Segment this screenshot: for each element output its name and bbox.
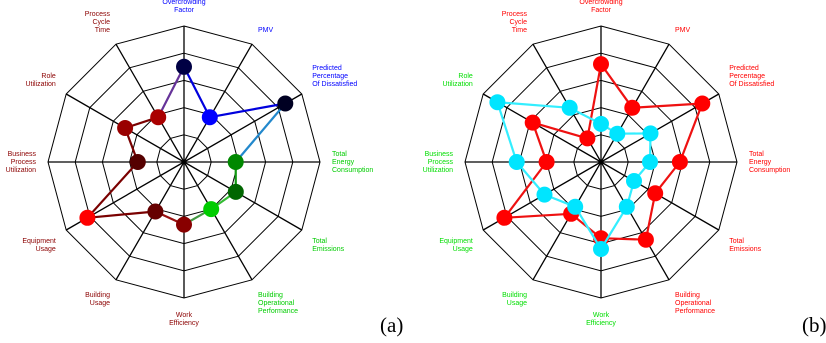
data-point bbox=[642, 125, 659, 142]
axis-label: Overcrowding Factor bbox=[162, 0, 205, 14]
data-point bbox=[593, 115, 609, 132]
panel-label-b: (b) bbox=[802, 313, 826, 337]
data-point bbox=[593, 56, 609, 73]
data-point bbox=[524, 114, 541, 131]
series-segment bbox=[209, 102, 286, 119]
radar-panel-1: Overcrowding Factor PMV Predicted Percentage… bbox=[6, 0, 374, 327]
data-point bbox=[609, 125, 626, 142]
axis-label: PMV bbox=[258, 27, 274, 34]
axis-label: Process Cycle Time bbox=[502, 11, 528, 34]
data-point bbox=[176, 216, 192, 233]
axis-label: Equipment Usage bbox=[22, 238, 56, 253]
data-point bbox=[150, 109, 167, 126]
data-point bbox=[201, 109, 218, 126]
data-point bbox=[129, 154, 146, 170]
axis-label: Equipment Usage bbox=[439, 238, 473, 253]
data-point bbox=[203, 201, 220, 218]
data-point bbox=[642, 154, 658, 170]
series-segment bbox=[532, 121, 588, 140]
axis-spoke bbox=[600, 161, 670, 281]
series-segment bbox=[87, 210, 156, 219]
data-point bbox=[277, 95, 294, 112]
data-point bbox=[147, 203, 164, 220]
series-segment bbox=[496, 101, 518, 163]
data-point bbox=[694, 95, 711, 112]
radar-panel-2: Overcrowding Factor PMV Predicted Percentage… bbox=[423, 0, 791, 327]
series-segment bbox=[157, 66, 185, 118]
series-segment bbox=[632, 102, 703, 109]
axis-label: Overcrowding Factor bbox=[579, 0, 622, 14]
data-point bbox=[637, 231, 654, 248]
axis-label: Predicted Percentage Of Dissatisfied bbox=[729, 65, 774, 88]
axis-spoke bbox=[183, 161, 253, 281]
axis-spoke bbox=[183, 161, 303, 231]
series-segment bbox=[678, 103, 704, 163]
data-point bbox=[647, 185, 664, 202]
axis-label: Total Energy Consumption bbox=[749, 151, 790, 174]
axis-label: Work Efficiency bbox=[586, 312, 616, 327]
data-point bbox=[671, 154, 688, 170]
data-point bbox=[117, 120, 134, 136]
data-point bbox=[227, 154, 244, 170]
data-point bbox=[618, 198, 635, 215]
axis-label: Business Process Utilization bbox=[423, 151, 454, 174]
series-segment bbox=[600, 63, 634, 109]
axis-label: Work Efficiency bbox=[169, 312, 199, 327]
series-segment bbox=[234, 102, 287, 163]
axis-label: Building Operational Performance bbox=[258, 292, 298, 315]
axis-label: Role Utilization bbox=[442, 73, 472, 88]
axis-spoke bbox=[532, 161, 602, 281]
axis-spoke bbox=[115, 161, 185, 281]
data-point bbox=[227, 183, 244, 200]
series-segment bbox=[504, 212, 572, 219]
axis-label: Building Usage bbox=[85, 292, 110, 307]
axis-label: Role Utilization bbox=[25, 73, 55, 88]
data-point bbox=[79, 209, 96, 226]
axis-spoke bbox=[115, 43, 185, 163]
series-segment bbox=[497, 101, 570, 109]
axis-label: Building Operational Performance bbox=[675, 292, 715, 315]
axis-label: Business Process Utilization bbox=[6, 151, 37, 174]
panel-label-a: (a) bbox=[380, 313, 404, 337]
axis-label: Total Emissions bbox=[312, 238, 344, 253]
axis-label: Building Usage bbox=[502, 292, 527, 307]
series-segment bbox=[586, 63, 603, 139]
axis-label: Predicted Percentage Of Dissatisfied bbox=[312, 65, 357, 88]
axis-label: Process Cycle Time bbox=[85, 11, 111, 34]
series-segment bbox=[86, 161, 139, 219]
data-point bbox=[593, 241, 609, 257]
data-point bbox=[626, 173, 642, 189]
axis-spoke bbox=[183, 43, 253, 163]
series-segment bbox=[183, 66, 211, 118]
data-point bbox=[489, 94, 506, 111]
series-segment bbox=[503, 161, 548, 219]
axis-label: Total Emissions bbox=[729, 238, 761, 253]
data-point bbox=[579, 130, 596, 147]
axis-label: Total Energy Consumption bbox=[332, 151, 373, 174]
series-segment bbox=[600, 206, 628, 250]
data-point bbox=[176, 58, 192, 75]
data-point bbox=[624, 99, 641, 116]
data-point bbox=[567, 198, 584, 215]
data-point bbox=[536, 186, 553, 203]
series-segment bbox=[574, 206, 602, 250]
data-point bbox=[508, 154, 525, 170]
data-point bbox=[496, 209, 513, 226]
axis-label: PMV bbox=[675, 27, 691, 34]
data-point bbox=[561, 99, 578, 116]
data-point bbox=[538, 154, 555, 170]
